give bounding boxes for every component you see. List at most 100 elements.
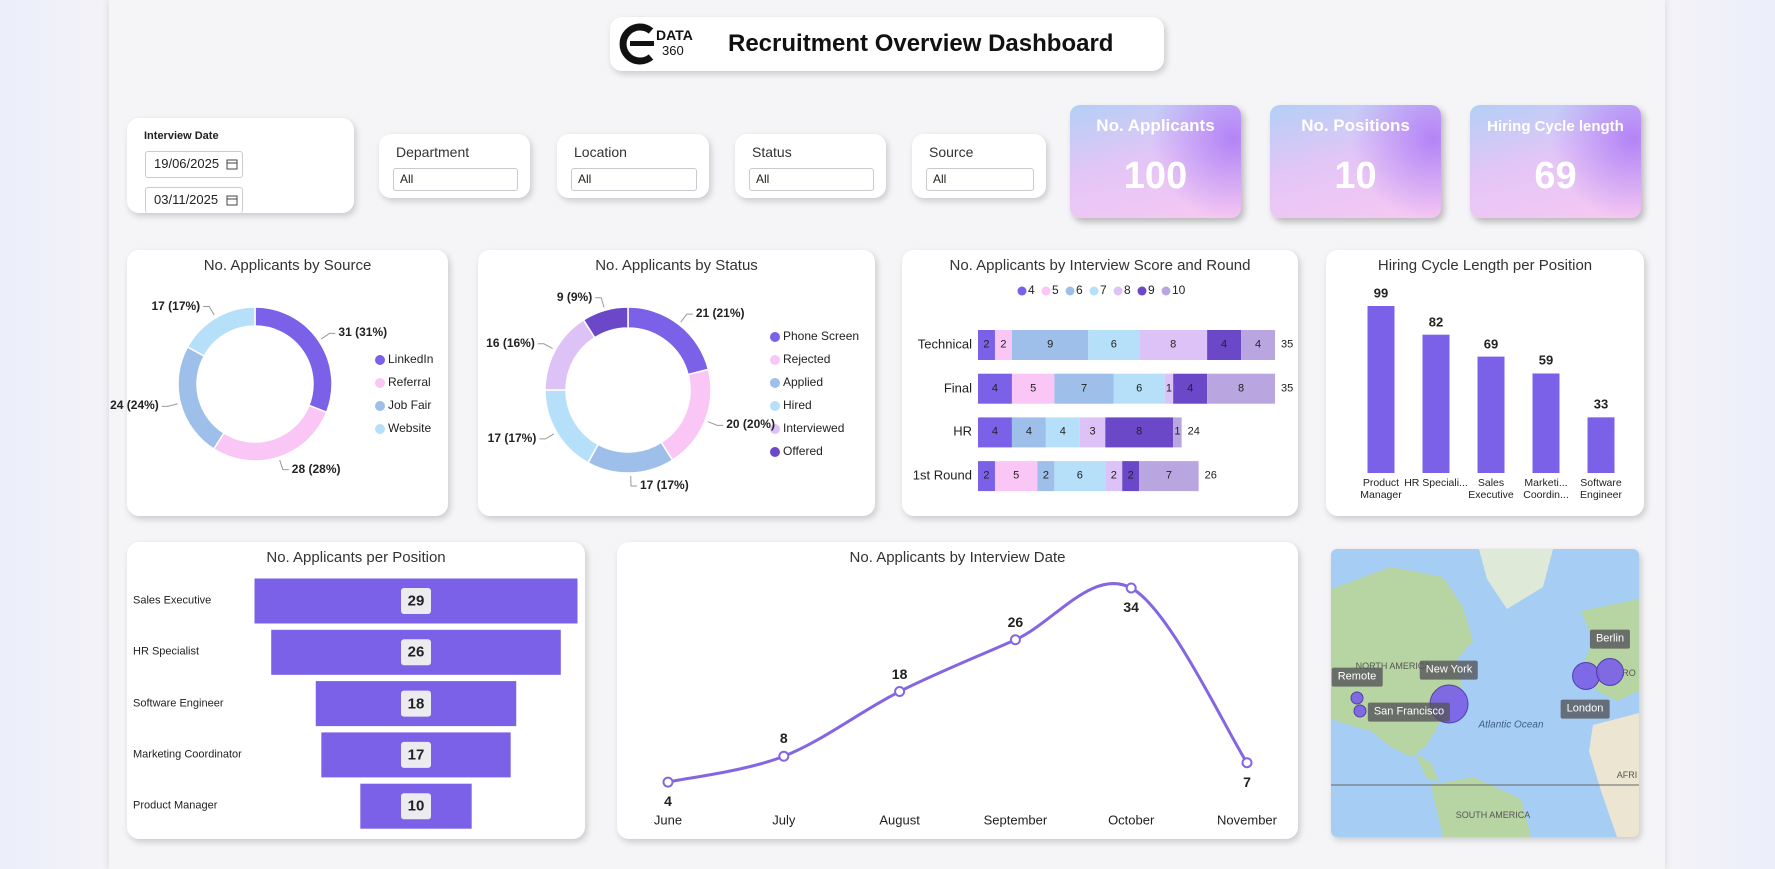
legend-label: Interviewed [783, 421, 845, 436]
label-box [401, 588, 431, 614]
legend-marker [1041, 286, 1051, 296]
icon [226, 195, 238, 206]
data-label: 9 (9%) [556, 289, 593, 304]
data-label: 26 [407, 643, 425, 661]
data-label: 8 [779, 730, 788, 747]
icon [226, 159, 238, 170]
leader-line [279, 459, 289, 471]
place-label: Atlantic Ocean [1478, 719, 1544, 731]
bar-segment [1105, 461, 1123, 492]
data-label: 4 [1221, 338, 1228, 351]
bubble [1350, 691, 1364, 705]
data-label: 33 [1593, 396, 1609, 412]
place-label: RO [1622, 667, 1636, 678]
land [1431, 777, 1531, 837]
bar [1532, 373, 1560, 473]
bar [1367, 306, 1395, 473]
data-label: 2 [1042, 469, 1049, 482]
y-tick-label: 1st Round [912, 467, 972, 483]
dropdown-box[interactable]: All [393, 168, 518, 191]
data-label: 20 (20%) [726, 417, 775, 432]
dropdown-filter[interactable]: Location All [557, 134, 709, 198]
data-label: 99 [1373, 285, 1389, 301]
donut-slice [586, 441, 674, 474]
date-input[interactable]: 19/06/2025 [145, 151, 243, 178]
date-filter: Interview Date 19/06/2025 03/11/2025 [127, 118, 354, 213]
chart [1367, 306, 1615, 473]
data-label: 2 [1110, 469, 1117, 482]
chart-card: No. Applicants by Interview Date 4 June 8 Ju… [617, 542, 1298, 839]
data-label: 3 [1089, 426, 1096, 439]
dropdown-filter[interactable]: Department All [379, 134, 530, 198]
y-tick-label: Sales Executive [133, 594, 212, 607]
chart [978, 286, 1275, 492]
marker [894, 686, 906, 698]
bar [1422, 334, 1450, 473]
bar-segment [1241, 330, 1275, 360]
legend-label: 8 [1124, 283, 1131, 298]
data-label: 82 [1428, 314, 1444, 330]
data-label: 4 [1025, 426, 1032, 439]
data-label: 8 [1237, 382, 1245, 395]
data-label: 59 [1538, 353, 1554, 368]
calendar-icon [226, 159, 238, 170]
data-label: 18 [891, 665, 908, 682]
bar-segment [1207, 373, 1275, 404]
data-label: 2 [1000, 338, 1007, 351]
data-label: 31 (31%) [338, 325, 388, 340]
data-label: 1 [1165, 382, 1172, 395]
marker [1241, 757, 1253, 769]
data-label: 21 (21%) [695, 306, 745, 321]
bar-segment [1164, 373, 1174, 404]
x-tick-label: November [1217, 812, 1277, 828]
map [1331, 549, 1639, 837]
data-label: 2 [983, 469, 990, 482]
chart-title: Hiring Cycle Length per Position [1377, 257, 1593, 274]
legend-label: Rejected [783, 352, 831, 367]
kpi-card: No. Applicants 100 [1070, 105, 1241, 218]
donut-slice [660, 368, 712, 462]
data-label: 69 [1483, 336, 1499, 352]
chart-title: No. Applicants per Position [266, 549, 446, 566]
filter-label: Department [396, 143, 470, 160]
legend-marker [770, 332, 780, 342]
donut-slice [212, 404, 328, 462]
dropdown-value: All [400, 172, 414, 187]
dropdown-box[interactable]: All [571, 168, 697, 191]
marker [1125, 582, 1137, 594]
dropdown-value: All [933, 172, 947, 187]
data-label: 1 [1174, 426, 1181, 439]
leader-line [680, 313, 693, 323]
place-label: AFRI [1616, 769, 1638, 780]
bubble [1353, 704, 1367, 718]
data-label: 5 [1013, 469, 1020, 482]
line [667, 582, 1249, 784]
header: DATA 360 Recruitment Overview Dashboard [610, 17, 1164, 71]
date-input[interactable]: 03/11/2025 [145, 187, 243, 213]
location-label: New York [1419, 660, 1479, 680]
bar [1477, 356, 1505, 473]
dropdown-box[interactable]: All [749, 168, 874, 191]
chart-card: No. Applicants by Interview Score and Ro… [902, 250, 1298, 516]
chart [254, 578, 578, 829]
bar-segment [978, 373, 1012, 404]
chart-card: Hiring Cycle Length per Position 99 Produc… [1326, 250, 1644, 516]
legend-label: 5 [1052, 283, 1059, 298]
data-label: 34 [1123, 598, 1139, 615]
data-label: 6 [1110, 338, 1117, 351]
marker [1009, 634, 1021, 646]
dropdown-filter[interactable]: Status All [735, 134, 886, 198]
x-tick-label: Software Engineer [1579, 477, 1623, 501]
data-label: 5 [1030, 382, 1037, 395]
legend-label: 7 [1100, 283, 1107, 298]
data-label: 16 (16%) [486, 335, 535, 350]
dropdown-filter[interactable]: Source All [912, 134, 1046, 198]
data-label: 6 [1076, 469, 1083, 482]
dropdown-box[interactable]: All [926, 168, 1034, 191]
data-label: 17 (17%) [487, 430, 537, 445]
x-tick-label: October [1108, 812, 1155, 828]
legend-marker [770, 424, 780, 434]
land [1479, 549, 1553, 609]
bar-segment [1054, 373, 1114, 404]
